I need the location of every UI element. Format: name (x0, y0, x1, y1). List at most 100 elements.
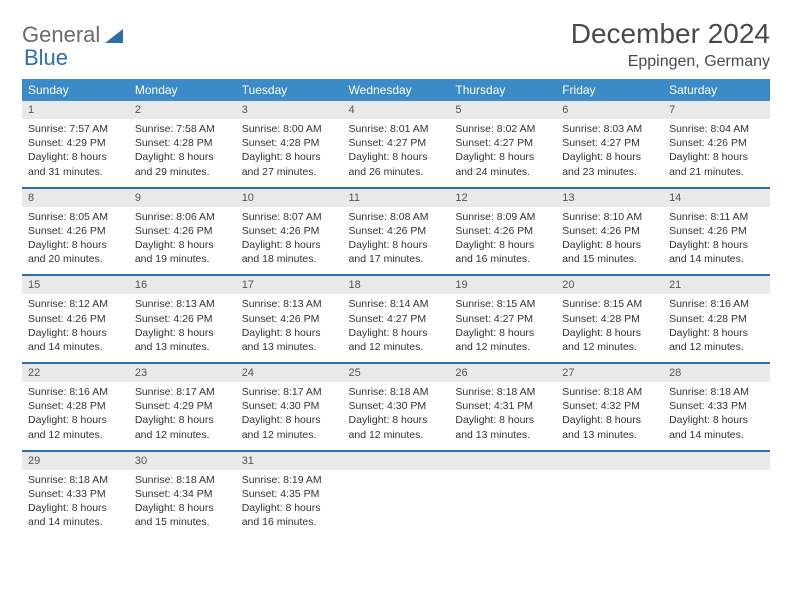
day-details: Sunrise: 8:10 AMSunset: 4:26 PMDaylight:… (556, 207, 663, 275)
calendar-row: 29Sunrise: 8:18 AMSunset: 4:33 PMDayligh… (22, 451, 770, 538)
day-details: Sunrise: 8:08 AMSunset: 4:26 PMDaylight:… (343, 207, 450, 275)
calendar-cell: 2Sunrise: 7:58 AMSunset: 4:28 PMDaylight… (129, 101, 236, 188)
day-number: 9 (129, 189, 236, 207)
day-details: Sunrise: 8:18 AMSunset: 4:33 PMDaylight:… (663, 382, 770, 450)
calendar-cell: 3Sunrise: 8:00 AMSunset: 4:28 PMDaylight… (236, 101, 343, 188)
calendar-cell: 26Sunrise: 8:18 AMSunset: 4:31 PMDayligh… (449, 363, 556, 451)
calendar-cell (343, 451, 450, 538)
day-details: Sunrise: 8:16 AMSunset: 4:28 PMDaylight:… (663, 294, 770, 362)
calendar-cell: 25Sunrise: 8:18 AMSunset: 4:30 PMDayligh… (343, 363, 450, 451)
day-number: 27 (556, 364, 663, 382)
day-number: 31 (236, 452, 343, 470)
day-details: Sunrise: 8:15 AMSunset: 4:27 PMDaylight:… (449, 294, 556, 362)
day-details: Sunrise: 7:58 AMSunset: 4:28 PMDaylight:… (129, 119, 236, 187)
logo-triangle-icon (105, 23, 123, 49)
day-number: 13 (556, 189, 663, 207)
day-details: Sunrise: 8:00 AMSunset: 4:28 PMDaylight:… (236, 119, 343, 187)
calendar-cell: 23Sunrise: 8:17 AMSunset: 4:29 PMDayligh… (129, 363, 236, 451)
calendar-cell: 5Sunrise: 8:02 AMSunset: 4:27 PMDaylight… (449, 101, 556, 188)
page-title: December 2024 (571, 18, 770, 50)
day-number: 15 (22, 276, 129, 294)
day-number: 20 (556, 276, 663, 294)
calendar-cell: 4Sunrise: 8:01 AMSunset: 4:27 PMDaylight… (343, 101, 450, 188)
calendar-cell: 7Sunrise: 8:04 AMSunset: 4:26 PMDaylight… (663, 101, 770, 188)
day-number: 18 (343, 276, 450, 294)
calendar-cell: 11Sunrise: 8:08 AMSunset: 4:26 PMDayligh… (343, 188, 450, 276)
day-number: 17 (236, 276, 343, 294)
day-number: 14 (663, 189, 770, 207)
weekday-header: Monday (129, 79, 236, 101)
weekday-header: Friday (556, 79, 663, 101)
weekday-header-row: Sunday Monday Tuesday Wednesday Thursday… (22, 79, 770, 101)
day-number: 2 (129, 101, 236, 119)
day-details: Sunrise: 8:09 AMSunset: 4:26 PMDaylight:… (449, 207, 556, 275)
day-details: Sunrise: 8:14 AMSunset: 4:27 PMDaylight:… (343, 294, 450, 362)
calendar-cell: 13Sunrise: 8:10 AMSunset: 4:26 PMDayligh… (556, 188, 663, 276)
day-number: 5 (449, 101, 556, 119)
calendar-cell: 15Sunrise: 8:12 AMSunset: 4:26 PMDayligh… (22, 275, 129, 363)
day-details: Sunrise: 8:13 AMSunset: 4:26 PMDaylight:… (236, 294, 343, 362)
calendar-cell: 24Sunrise: 8:17 AMSunset: 4:30 PMDayligh… (236, 363, 343, 451)
weekday-header: Sunday (22, 79, 129, 101)
day-details: Sunrise: 8:18 AMSunset: 4:33 PMDaylight:… (22, 470, 129, 538)
calendar-cell: 17Sunrise: 8:13 AMSunset: 4:26 PMDayligh… (236, 275, 343, 363)
day-number: 26 (449, 364, 556, 382)
day-number: 10 (236, 189, 343, 207)
day-number: 1 (22, 101, 129, 119)
location-label: Eppingen, Germany (571, 53, 770, 71)
calendar-cell: 19Sunrise: 8:15 AMSunset: 4:27 PMDayligh… (449, 275, 556, 363)
day-number: 8 (22, 189, 129, 207)
calendar-cell: 31Sunrise: 8:19 AMSunset: 4:35 PMDayligh… (236, 451, 343, 538)
calendar-cell: 10Sunrise: 8:07 AMSunset: 4:26 PMDayligh… (236, 188, 343, 276)
day-details: Sunrise: 8:18 AMSunset: 4:32 PMDaylight:… (556, 382, 663, 450)
day-details: Sunrise: 8:13 AMSunset: 4:26 PMDaylight:… (129, 294, 236, 362)
calendar-cell (449, 451, 556, 538)
day-details: Sunrise: 8:04 AMSunset: 4:26 PMDaylight:… (663, 119, 770, 187)
calendar-cell: 9Sunrise: 8:06 AMSunset: 4:26 PMDaylight… (129, 188, 236, 276)
calendar-table: Sunday Monday Tuesday Wednesday Thursday… (22, 79, 770, 537)
day-details: Sunrise: 8:19 AMSunset: 4:35 PMDaylight:… (236, 470, 343, 538)
calendar-cell: 16Sunrise: 8:13 AMSunset: 4:26 PMDayligh… (129, 275, 236, 363)
calendar-row: 15Sunrise: 8:12 AMSunset: 4:26 PMDayligh… (22, 275, 770, 363)
day-details: Sunrise: 8:18 AMSunset: 4:34 PMDaylight:… (129, 470, 236, 538)
day-details: Sunrise: 8:18 AMSunset: 4:31 PMDaylight:… (449, 382, 556, 450)
calendar-row: 8Sunrise: 8:05 AMSunset: 4:26 PMDaylight… (22, 188, 770, 276)
calendar-row: 22Sunrise: 8:16 AMSunset: 4:28 PMDayligh… (22, 363, 770, 451)
title-block: December 2024 Eppingen, Germany (571, 18, 770, 71)
day-number: 3 (236, 101, 343, 119)
day-number: 28 (663, 364, 770, 382)
day-number: 4 (343, 101, 450, 119)
day-details: Sunrise: 8:11 AMSunset: 4:26 PMDaylight:… (663, 207, 770, 275)
calendar-cell: 28Sunrise: 8:18 AMSunset: 4:33 PMDayligh… (663, 363, 770, 451)
calendar-cell (663, 451, 770, 538)
calendar-cell: 27Sunrise: 8:18 AMSunset: 4:32 PMDayligh… (556, 363, 663, 451)
day-details: Sunrise: 8:17 AMSunset: 4:29 PMDaylight:… (129, 382, 236, 450)
calendar-cell: 12Sunrise: 8:09 AMSunset: 4:26 PMDayligh… (449, 188, 556, 276)
calendar-cell: 14Sunrise: 8:11 AMSunset: 4:26 PMDayligh… (663, 188, 770, 276)
day-number: 21 (663, 276, 770, 294)
day-number: 16 (129, 276, 236, 294)
day-details: Sunrise: 7:57 AMSunset: 4:29 PMDaylight:… (22, 119, 129, 187)
day-details: Sunrise: 8:07 AMSunset: 4:26 PMDaylight:… (236, 207, 343, 275)
calendar-cell: 8Sunrise: 8:05 AMSunset: 4:26 PMDaylight… (22, 188, 129, 276)
day-number: 6 (556, 101, 663, 119)
day-number: 19 (449, 276, 556, 294)
day-number: 29 (22, 452, 129, 470)
calendar-cell: 29Sunrise: 8:18 AMSunset: 4:33 PMDayligh… (22, 451, 129, 538)
day-details: Sunrise: 8:02 AMSunset: 4:27 PMDaylight:… (449, 119, 556, 187)
day-details: Sunrise: 8:12 AMSunset: 4:26 PMDaylight:… (22, 294, 129, 362)
day-details: Sunrise: 8:01 AMSunset: 4:27 PMDaylight:… (343, 119, 450, 187)
day-details: Sunrise: 8:18 AMSunset: 4:30 PMDaylight:… (343, 382, 450, 450)
logo-word2: Blue (24, 45, 68, 70)
day-number: 30 (129, 452, 236, 470)
day-number: 11 (343, 189, 450, 207)
day-details: Sunrise: 8:05 AMSunset: 4:26 PMDaylight:… (22, 207, 129, 275)
weekday-header: Wednesday (343, 79, 450, 101)
day-details: Sunrise: 8:17 AMSunset: 4:30 PMDaylight:… (236, 382, 343, 450)
day-number: 12 (449, 189, 556, 207)
day-details: Sunrise: 8:06 AMSunset: 4:26 PMDaylight:… (129, 207, 236, 275)
calendar-row: 1Sunrise: 7:57 AMSunset: 4:29 PMDaylight… (22, 101, 770, 188)
day-number: 7 (663, 101, 770, 119)
weekday-header: Thursday (449, 79, 556, 101)
day-details: Sunrise: 8:03 AMSunset: 4:27 PMDaylight:… (556, 119, 663, 187)
